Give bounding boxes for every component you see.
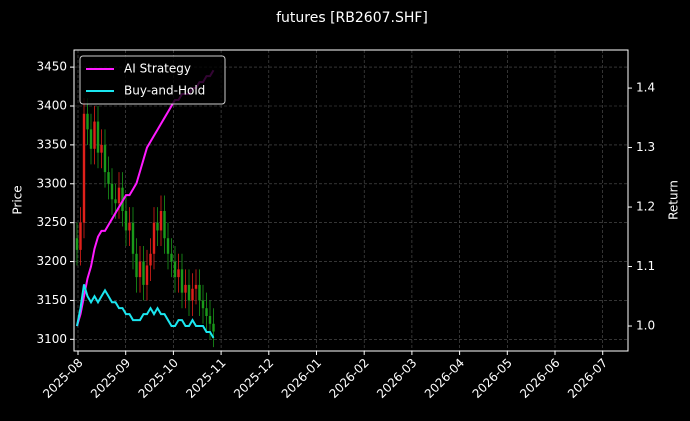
y2-tick-label: 1.2 xyxy=(636,200,655,214)
candle-body xyxy=(103,144,107,173)
y2-tick-label: 1.0 xyxy=(636,319,655,333)
candle-body xyxy=(138,261,142,278)
candle-body xyxy=(170,253,173,262)
candle-body xyxy=(159,211,163,231)
y2-tick-label: 1.3 xyxy=(636,140,655,154)
candle-body xyxy=(114,199,117,204)
candle-body xyxy=(180,269,184,293)
candle-body xyxy=(212,323,215,332)
y-tick-label: 3100 xyxy=(36,332,67,346)
y-tick-label: 3200 xyxy=(36,254,67,268)
candle-body xyxy=(89,129,93,149)
y-tick-label: 3300 xyxy=(36,176,67,190)
candle-body xyxy=(205,308,208,316)
candle-body xyxy=(198,284,201,301)
y-tick-label: 3450 xyxy=(36,60,67,74)
legend-box xyxy=(79,55,226,105)
candle-body xyxy=(145,265,149,285)
legend-label: Buy-and-Hold xyxy=(124,84,205,98)
candle-body xyxy=(100,144,103,153)
plot-frame xyxy=(73,49,629,352)
candle-body xyxy=(208,316,212,324)
candle-body xyxy=(201,300,205,309)
candle-body xyxy=(135,253,138,278)
candle-body xyxy=(117,187,121,204)
candle-body xyxy=(191,288,194,301)
candle-body xyxy=(149,253,152,266)
line-series xyxy=(76,284,215,339)
candle-body xyxy=(107,172,110,184)
candle-body xyxy=(177,269,180,278)
candle-body xyxy=(184,284,187,293)
candle-body xyxy=(128,222,131,231)
candle-body xyxy=(187,284,191,301)
y-tick-label: 3400 xyxy=(36,99,67,113)
candle-body xyxy=(86,113,89,130)
candle-body xyxy=(110,183,114,200)
candle-body xyxy=(124,211,128,231)
y2-tick-label: 1.4 xyxy=(636,81,655,95)
legend-label: AI Strategy xyxy=(124,62,191,76)
y-axis-label: Price xyxy=(11,185,25,214)
candle-body xyxy=(75,238,79,250)
y2-tick-label: 1.1 xyxy=(636,259,655,273)
candle-body xyxy=(194,284,198,289)
y-tick-label: 3150 xyxy=(36,293,67,307)
candle-body xyxy=(82,113,86,223)
candle-body xyxy=(93,121,96,149)
candle-body xyxy=(166,238,170,254)
candle-body xyxy=(156,222,159,231)
candle-body xyxy=(79,222,82,250)
y2-axis-label: Return xyxy=(667,180,681,220)
candle-body xyxy=(152,222,156,254)
y-tick-label: 3250 xyxy=(36,215,67,229)
candle-body xyxy=(163,211,166,239)
y-tick-label: 3350 xyxy=(36,137,67,151)
candle-body xyxy=(173,261,177,278)
candle-body xyxy=(142,261,145,285)
candle-body xyxy=(131,222,135,254)
chart-title: futures [RB2607.SHF] xyxy=(276,10,428,26)
candle-body xyxy=(96,121,100,153)
